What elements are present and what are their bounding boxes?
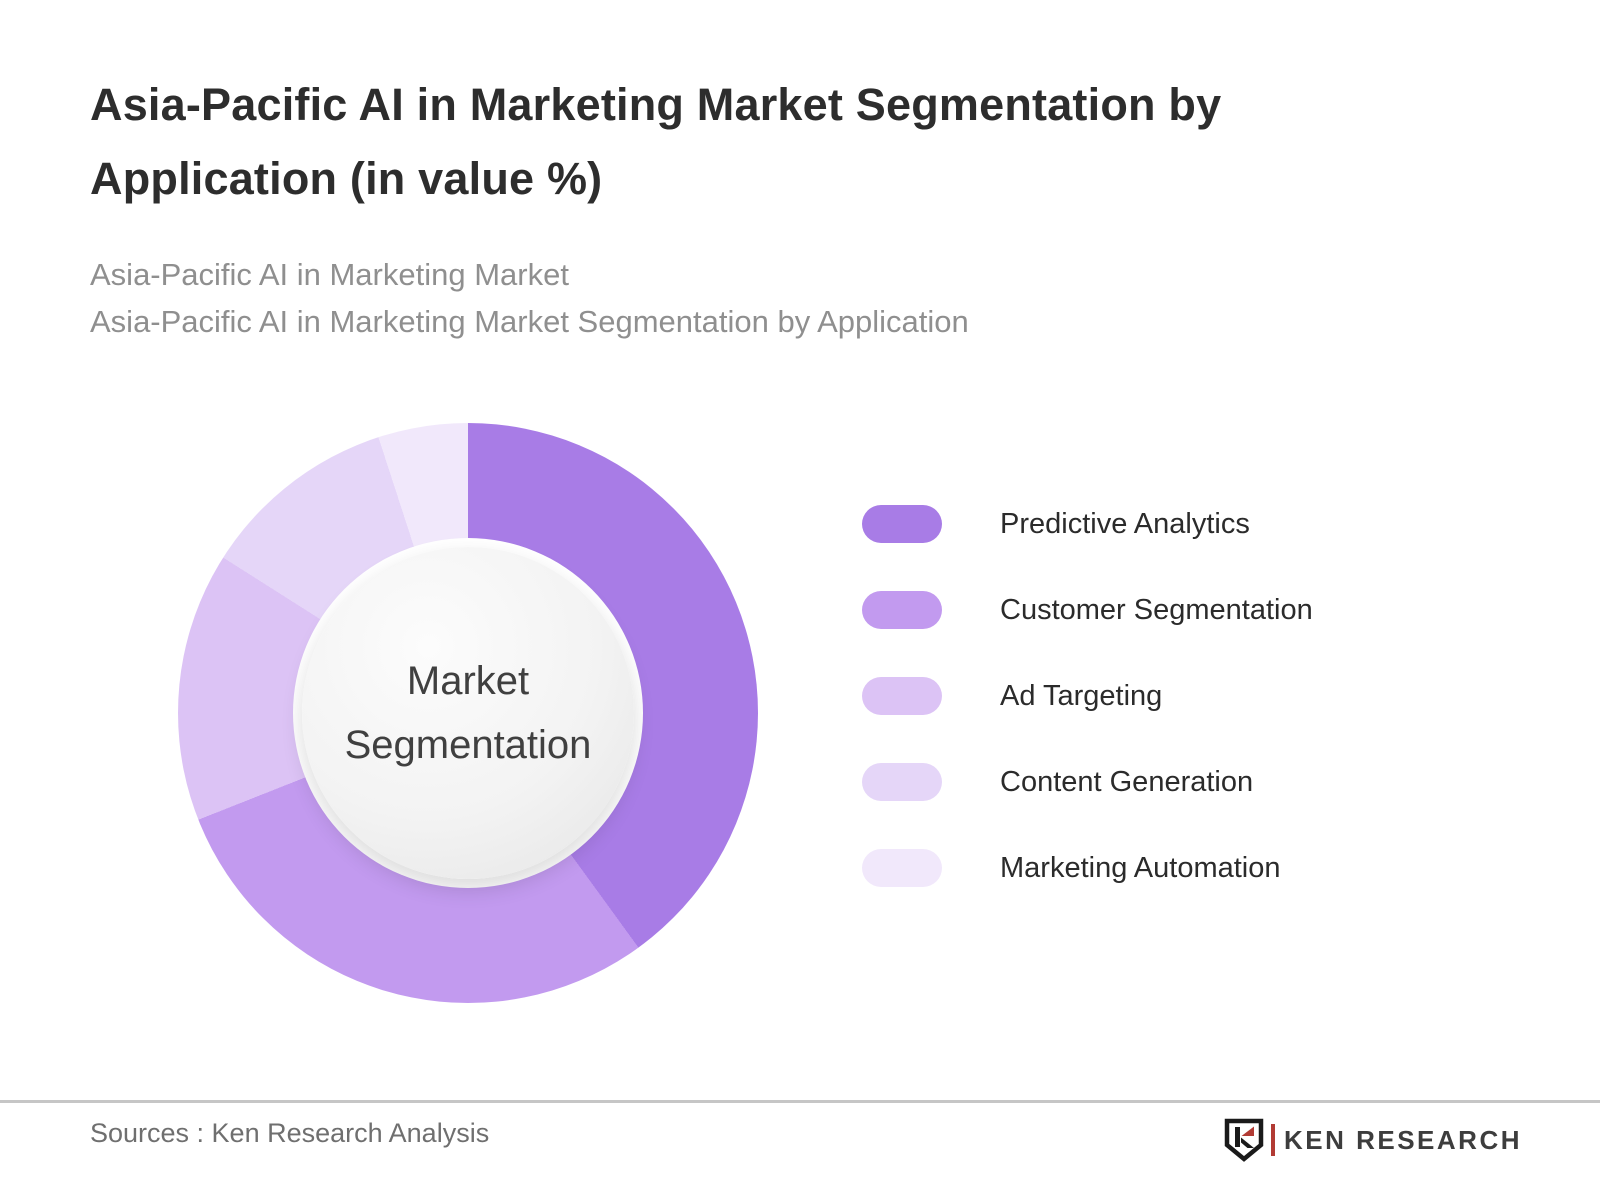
donut-center-circle: Market Segmentation [302,547,634,879]
legend-swatch [862,849,942,887]
footer-divider [0,1100,1600,1103]
donut-chart: Market Segmentation [178,423,758,1003]
chart-subtitle: Asia-Pacific AI in Marketing Market Asia… [90,252,969,345]
legend-item: Customer Segmentation [862,591,1313,629]
legend-swatch [862,505,942,543]
legend-item: Marketing Automation [862,849,1313,887]
legend-item: Predictive Analytics [862,505,1313,543]
legend-label: Customer Segmentation [1000,593,1313,626]
legend-label: Content Generation [1000,765,1254,798]
ken-research-logo: KEN RESEARCH [1224,1118,1522,1162]
logo-divider-bar [1270,1124,1275,1156]
page-title: Asia-Pacific AI in Marketing Market Segm… [90,79,1222,205]
legend-label: Predictive Analytics [1000,507,1250,540]
logo-shield-icon [1224,1118,1264,1162]
chart-legend: Predictive Analytics Customer Segmentati… [862,505,1313,887]
legend-item: Ad Targeting [862,677,1313,715]
legend-swatch [862,763,942,801]
source-text: Sources : Ken Research Analysis [90,1118,490,1148]
legend-swatch [862,591,942,629]
legend-swatch [862,677,942,715]
logo-text: KEN RESEARCH [1283,1124,1522,1155]
subtitle-line-1: Asia-Pacific AI in Marketing Market [90,257,569,292]
legend-label: Marketing Automation [1000,851,1281,884]
legend-item: Content Generation [862,763,1313,801]
donut-center-label: Market Segmentation [344,659,592,767]
legend-label: Ad Targeting [1000,679,1163,712]
subtitle-line-2: Asia-Pacific AI in Marketing Market Segm… [90,303,969,339]
